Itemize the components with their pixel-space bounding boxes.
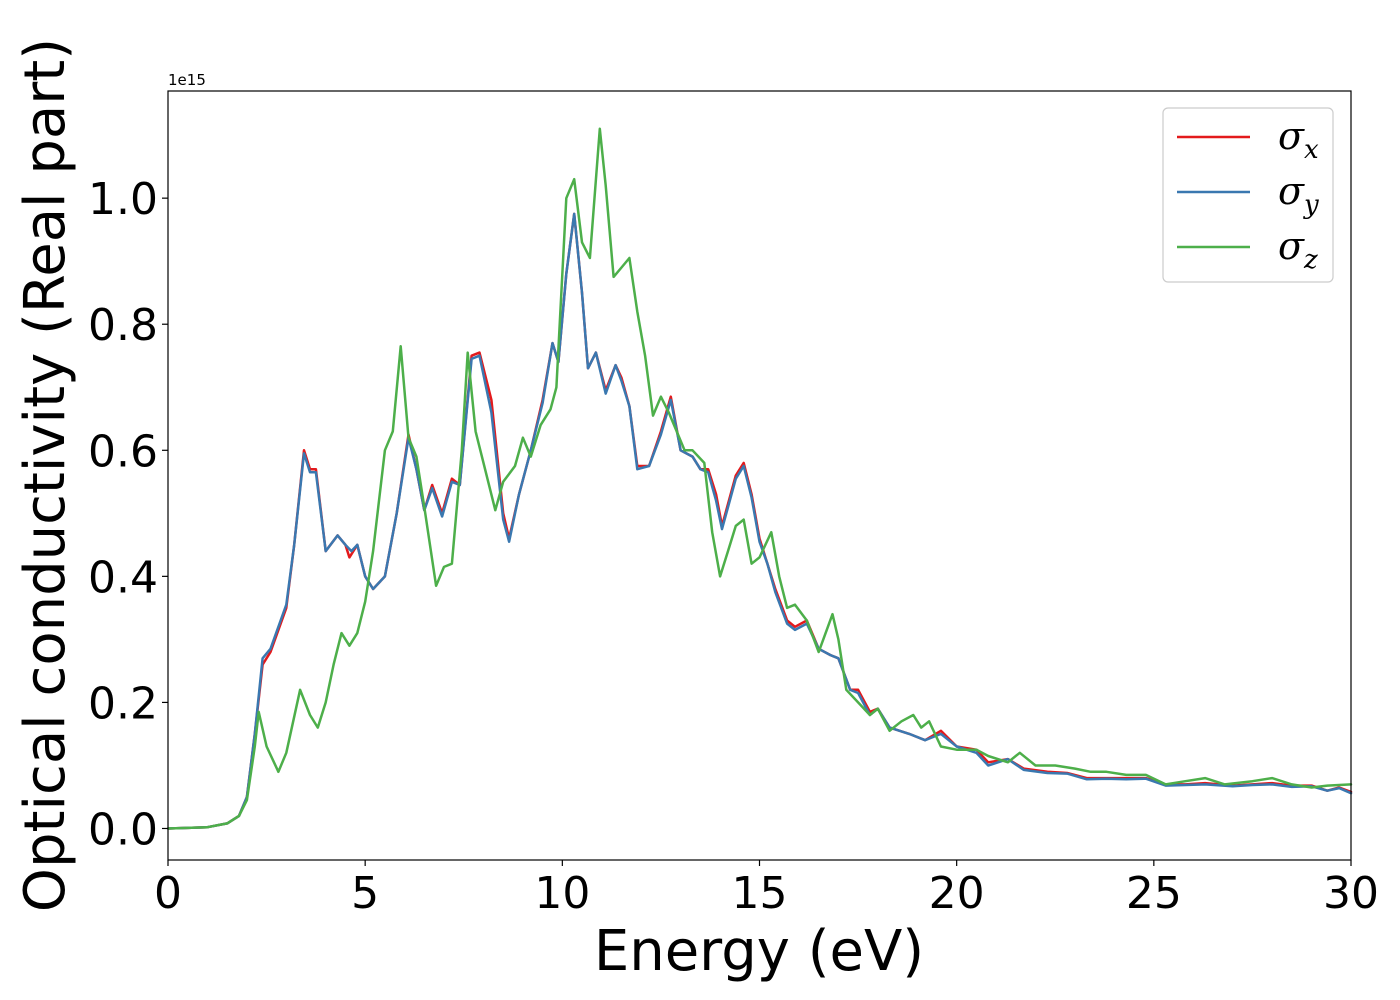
series-line-y xyxy=(166,212,1353,830)
legend-box xyxy=(1162,107,1334,283)
x-tick-label: 30 xyxy=(1323,868,1379,919)
legend-label-y: σy xyxy=(1278,169,1319,220)
x-tick-label: 0 xyxy=(154,868,182,919)
x-tick-label: 10 xyxy=(534,868,590,919)
y-tick-label: 0.2 xyxy=(88,678,158,729)
y-tick-label: 0.6 xyxy=(88,426,158,477)
legend-label-z: σz xyxy=(1278,224,1318,275)
x-tick-label: 15 xyxy=(732,868,788,919)
x-tick-label: 5 xyxy=(351,868,379,919)
y-offset-label: 1e15 xyxy=(168,71,206,89)
x-axis-label: Energy (eV) xyxy=(594,919,924,984)
series-line-z xyxy=(166,127,1353,830)
series-line-x xyxy=(166,212,1353,830)
series-layer xyxy=(166,127,1353,830)
y-tick-label: 1.0 xyxy=(88,174,158,225)
y-tick-label: 0.0 xyxy=(88,804,158,855)
y-axis-label: Optical conductivity (Real part) xyxy=(13,38,78,912)
y-tick-label: 0.4 xyxy=(88,552,158,603)
ticks-layer: 0 5 10 15 20 25 30 0.0 0.2 0.4 0.6 0.8 1.0 xyxy=(88,174,1379,919)
x-tick-label: 25 xyxy=(1126,868,1182,919)
legend-label-x: σx xyxy=(1278,114,1319,165)
y-tick-label: 0.8 xyxy=(88,300,158,351)
x-tick-label: 20 xyxy=(929,868,985,919)
